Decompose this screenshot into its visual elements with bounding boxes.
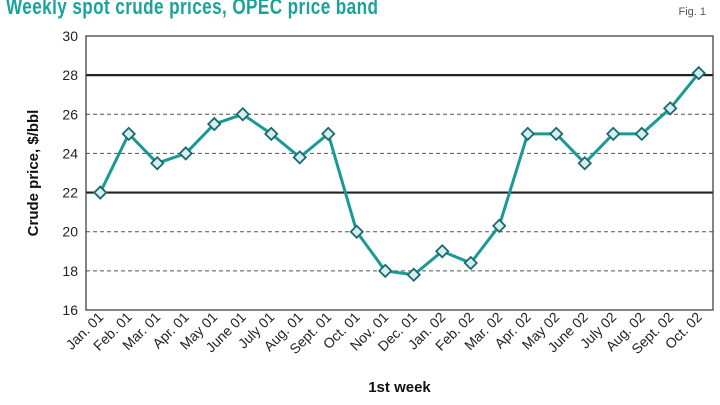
data-point	[320, 126, 336, 142]
data-point	[292, 150, 308, 165]
data-point	[662, 101, 678, 116]
plot-frame	[85, 35, 714, 311]
y-tick-label: 24	[62, 145, 78, 161]
y-tick-label: 28	[62, 67, 78, 83]
data-point	[605, 126, 621, 142]
figure-label: Fig. 1	[678, 6, 706, 18]
data-point	[463, 255, 479, 271]
y-tick-label: 30	[62, 28, 78, 44]
price-line	[98, 72, 700, 277]
data-point	[121, 126, 137, 142]
data-point	[691, 65, 707, 81]
data-point	[178, 146, 194, 161]
data-point	[577, 155, 593, 171]
data-point	[377, 263, 393, 279]
data-point	[634, 126, 650, 142]
price-band-lines	[86, 74, 713, 194]
data-point	[92, 185, 108, 200]
y-tick-label: 22	[62, 185, 78, 201]
data-point	[235, 107, 251, 122]
data-point	[406, 267, 422, 283]
data-point	[206, 116, 222, 132]
x-axis-label: 1st week	[368, 379, 431, 396]
chart-title: Weekly spot crude prices, OPEC price ban…	[6, 0, 379, 19]
y-tick-label: 26	[62, 106, 78, 122]
data-point	[263, 126, 279, 142]
price-markers	[92, 65, 707, 283]
y-tick-label: 18	[62, 263, 78, 279]
y-axis-label: Crude price, $/bbl	[25, 110, 42, 237]
data-point	[520, 126, 536, 142]
y-tick-label: 16	[62, 302, 78, 318]
data-point	[491, 218, 507, 234]
data-point	[349, 224, 365, 239]
data-point	[434, 244, 450, 259]
data-point	[149, 155, 165, 171]
data-point	[548, 126, 564, 142]
y-tick-label: 20	[62, 224, 78, 240]
y-tick-labels: 16 18 20 22 24 26 28 30	[62, 28, 78, 318]
